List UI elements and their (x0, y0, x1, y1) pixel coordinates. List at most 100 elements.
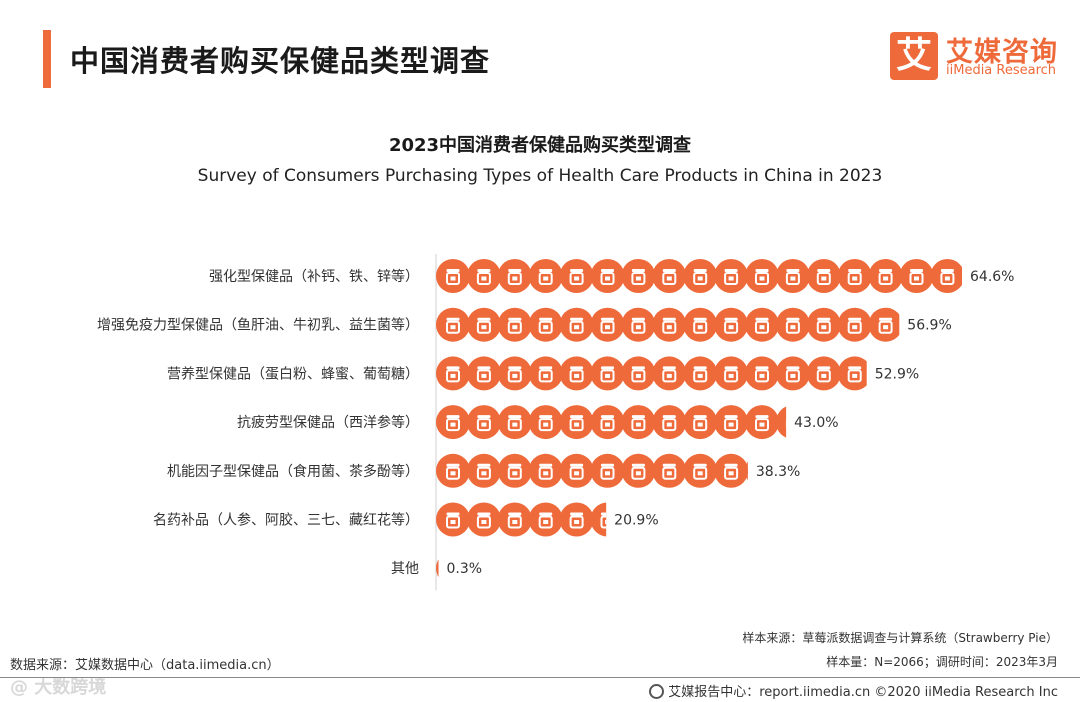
title-accent-bar (43, 30, 51, 88)
supplement-bottle-icon (867, 258, 904, 294)
supplement-bottle-icon (867, 306, 900, 343)
supplement-bottle-icon (465, 355, 502, 392)
watermark: @ 大数跨境 (10, 677, 107, 698)
supplement-bottle-icon (527, 452, 564, 489)
supplement-bottle-icon (496, 452, 533, 489)
supplement-bottle-icon (805, 306, 842, 343)
pictograph-bar (436, 355, 867, 392)
supplement-bottle-icon (527, 258, 564, 294)
supplement-bottle-icon (805, 355, 842, 392)
supplement-bottle-icon (651, 404, 688, 441)
page-title: 中国消费者购买保健品类型调查 (70, 44, 491, 78)
supplement-bottle-icon (527, 355, 564, 392)
supplement-bottle-icon (436, 452, 471, 489)
supplement-bottle-icon (898, 258, 935, 294)
supplement-bottle-icon (744, 404, 780, 441)
supplement-bottle-icon (589, 306, 626, 343)
supplement-bottle-icon (651, 452, 688, 489)
data-value-label: 38.3% (756, 464, 800, 480)
supplement-bottle-icon (589, 355, 626, 392)
supplement-bottle-icon (436, 355, 471, 392)
supplement-bottle-icon (805, 258, 842, 294)
supplement-bottle-icon (620, 452, 657, 489)
supplement-bottle-icon (527, 404, 564, 441)
category-label: 营养型保健品（蛋白粉、蜂蜜、葡萄糖） (167, 366, 419, 382)
supplement-bottle-icon (929, 258, 962, 294)
supplement-bottle-icon (713, 258, 750, 294)
globe-icon (649, 684, 665, 699)
supplement-bottle-icon (496, 501, 533, 538)
category-label: 其他 (391, 561, 419, 577)
pictograph-bar (436, 501, 607, 538)
supplement-bottle-icon (713, 355, 750, 392)
supplement-bottle-icon (682, 452, 719, 489)
data-value-label: 56.9% (907, 318, 951, 334)
supplement-bottle-icon (774, 355, 811, 392)
supplement-bottle-icon (527, 501, 564, 538)
category-label: 抗疲劳型保健品（西洋参等） (237, 414, 419, 431)
supplement-bottle-icon (436, 404, 471, 441)
supplement-bottle-icon (713, 306, 750, 343)
pictograph-bar (436, 258, 962, 294)
supplement-bottle-icon (620, 355, 657, 392)
supplement-bottle-icon (465, 404, 502, 441)
supplement-bottle-icon (682, 355, 719, 392)
supplement-bottle-icon (651, 258, 688, 294)
logo-english-text: iiMedia Research (946, 63, 1057, 78)
category-label: 机能因子型保健品（食用菌、茶多酚等） (167, 463, 419, 480)
supplement-bottle-icon (436, 501, 471, 538)
supplement-bottle-icon (836, 306, 873, 343)
data-value-label: 20.9% (614, 513, 658, 529)
supplement-bottle-icon (620, 306, 657, 343)
pictograph-bar (436, 404, 787, 441)
category-label: 增强免疫力型保健品（鱼肝油、牛初乳、益生菌等） (97, 317, 419, 334)
supplement-bottle-icon (496, 404, 533, 441)
chart-subtitle: Survey of Consumers Purchasing Types of … (197, 166, 883, 186)
supplement-bottle-icon (558, 452, 595, 489)
supplement-bottle-icon (744, 306, 780, 343)
footer-divider (0, 677, 1080, 678)
data-value-label: 52.9% (875, 366, 919, 382)
supplement-bottle-icon (589, 452, 626, 489)
supplement-bottle-icon (496, 355, 533, 392)
supplement-bottle-icon (465, 258, 502, 294)
supplement-bottle-icon (558, 258, 595, 294)
sample-info: 样本量：N=2066；调研时间：2023年3月 (826, 655, 1058, 669)
sample-source: 样本来源：草莓派数据调查与计算系统（Strawberry Pie） (742, 631, 1058, 645)
supplement-bottle-icon (496, 306, 533, 343)
supplement-bottle-icon (651, 306, 688, 343)
footer-text: 艾媒报告中心：report.iimedia.cn ©2020 iiMedia R… (668, 685, 1058, 700)
supplement-bottle-icon (682, 258, 719, 294)
supplement-bottle-icon (527, 306, 564, 343)
supplement-bottle-icon (558, 404, 595, 441)
supplement-bottle-icon (836, 258, 873, 294)
data-value-label: 0.3% (447, 561, 483, 577)
pictograph-bar (436, 306, 900, 343)
data-source: 数据来源：艾媒数据中心（data.iimedia.cn） (10, 658, 280, 673)
supplement-bottle-icon (836, 355, 867, 392)
supplement-bottle-icon (744, 355, 780, 392)
supplement-bottle-icon (620, 404, 657, 441)
supplement-bottle-icon (436, 258, 471, 294)
supplement-bottle-icon (436, 306, 471, 343)
supplement-bottle-icon (620, 258, 657, 294)
chart-title: 2023中国消费者保健品购买类型调查 (388, 135, 692, 156)
supplement-bottle-icon (651, 355, 688, 392)
category-label: 强化型保健品（补钙、铁、锌等） (209, 268, 419, 285)
supplement-bottle-icon (465, 306, 502, 343)
supplement-bottle-icon (558, 355, 595, 392)
category-label: 名药补品（人参、阿胶、三七、藏红花等） (153, 512, 419, 529)
supplement-bottle-icon (744, 258, 780, 294)
supplement-bottle-icon (465, 452, 502, 489)
supplement-bottle-icon (589, 258, 626, 294)
supplement-bottle-icon (713, 452, 748, 489)
footer: 艾媒报告中心：report.iimedia.cn ©2020 iiMedia R… (649, 681, 1058, 700)
iimedia-logo: 艾 艾媒咨询 iiMedia Research (890, 30, 1065, 82)
pictograph-bar (436, 452, 748, 489)
supplement-bottle-icon (682, 306, 719, 343)
pictograph-bar-chart: 强化型保健品（补钙、铁、锌等） 64.6% 增强免疫力型保健品（鱼肝油、牛初乳、益生… (97, 254, 1014, 591)
logo-chinese-text: 艾媒咨询 (946, 37, 1058, 68)
supplement-bottle-icon (558, 501, 595, 538)
logo-mark: 艾 (890, 32, 938, 80)
supplement-bottle-icon (496, 258, 533, 294)
